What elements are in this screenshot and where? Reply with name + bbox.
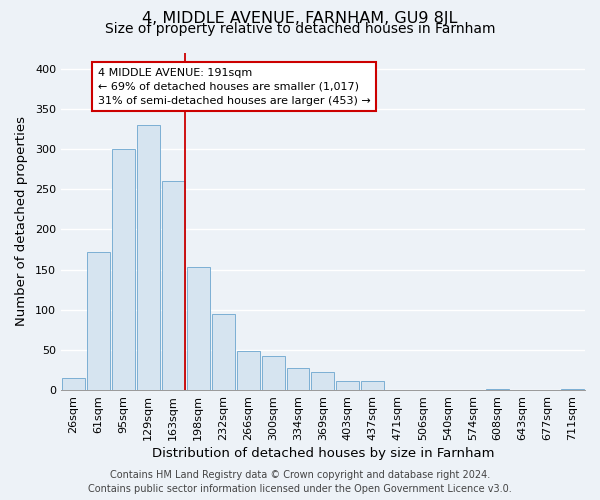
Bar xyxy=(311,372,334,390)
Bar xyxy=(87,252,110,390)
Bar xyxy=(361,382,385,390)
Bar xyxy=(262,356,284,390)
Bar xyxy=(187,267,209,390)
Bar xyxy=(162,181,185,390)
Bar xyxy=(236,351,260,390)
Bar xyxy=(337,380,359,390)
Bar xyxy=(112,149,135,390)
Y-axis label: Number of detached properties: Number of detached properties xyxy=(15,116,28,326)
X-axis label: Distribution of detached houses by size in Farnham: Distribution of detached houses by size … xyxy=(152,447,494,460)
Bar xyxy=(561,388,584,390)
Text: Size of property relative to detached houses in Farnham: Size of property relative to detached ho… xyxy=(105,22,495,36)
Text: 4, MIDDLE AVENUE, FARNHAM, GU9 8JL: 4, MIDDLE AVENUE, FARNHAM, GU9 8JL xyxy=(142,12,458,26)
Text: 4 MIDDLE AVENUE: 191sqm
← 69% of detached houses are smaller (1,017)
31% of semi: 4 MIDDLE AVENUE: 191sqm ← 69% of detache… xyxy=(98,68,370,106)
Bar xyxy=(62,378,85,390)
Text: Contains HM Land Registry data © Crown copyright and database right 2024.
Contai: Contains HM Land Registry data © Crown c… xyxy=(88,470,512,494)
Bar xyxy=(137,125,160,390)
Bar xyxy=(212,314,235,390)
Bar xyxy=(287,368,310,390)
Bar xyxy=(486,388,509,390)
